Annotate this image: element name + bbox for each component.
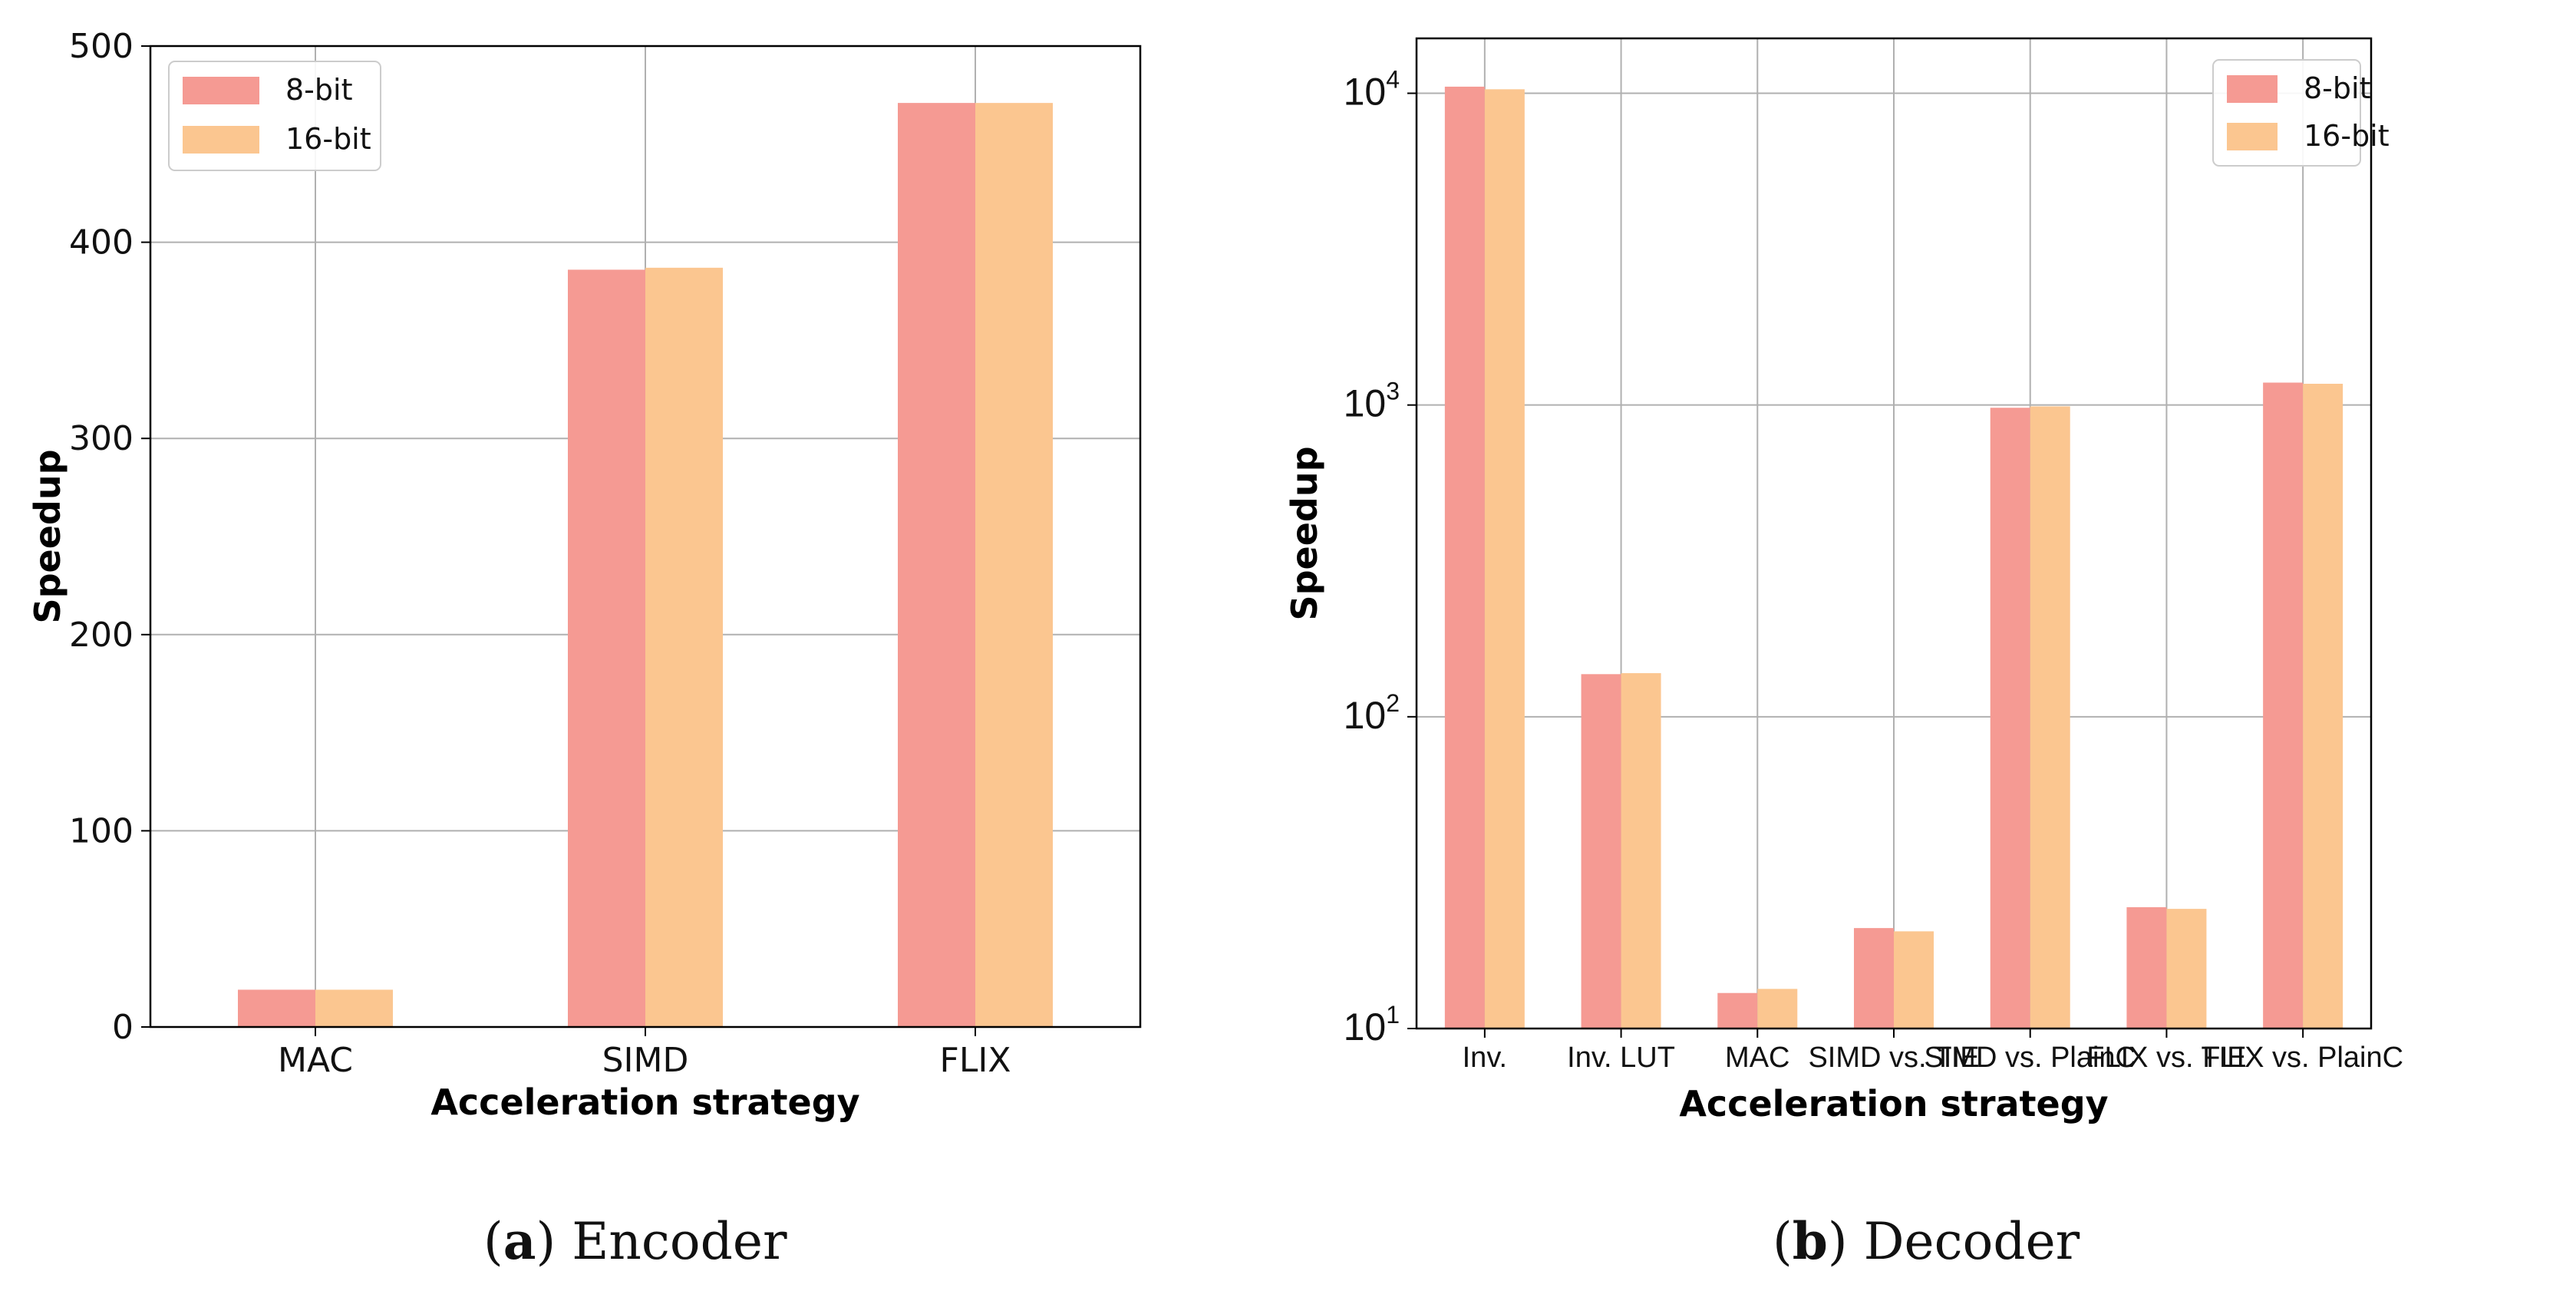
- x-tick-label: FLIX vs. TIE: [2086, 1042, 2246, 1074]
- y-tick-label: 200: [69, 616, 134, 655]
- bar-16bit-simd-vs-tie: [1894, 931, 1934, 1029]
- x-tick-label: MAC: [1725, 1042, 1789, 1074]
- legend-swatch-16bit: [183, 126, 259, 154]
- y-tick-label: 104: [1344, 66, 1400, 114]
- legend-label: 16-bit: [2304, 119, 2390, 153]
- bar-16bit-inv-: [1484, 89, 1525, 1029]
- encoder-caption: (a) Encoder: [483, 1211, 787, 1271]
- x-tick-label: Inv.: [1463, 1042, 1507, 1074]
- y-tick-label: 300: [69, 419, 134, 458]
- y-tick-label: 500: [69, 27, 134, 66]
- bar-8bit-flix-vs-tie: [2126, 906, 2167, 1029]
- bar-16bit-flix: [975, 103, 1053, 1027]
- x-tick-label: Inv. LUT: [1567, 1042, 1675, 1074]
- x-axis-title: Acceleration strategy: [430, 1081, 859, 1123]
- y-tick-label: 0: [112, 1008, 134, 1047]
- y-axis-title: Speedup: [1284, 446, 1325, 620]
- bar-16bit-simd-vs-plainc: [2030, 406, 2070, 1029]
- encoder-caption-letter: a: [503, 1211, 536, 1271]
- y-tick-base: 10: [1344, 1005, 1387, 1048]
- decoder-caption: (b) Decoder: [1773, 1211, 2080, 1271]
- y-tick-label: 400: [69, 223, 134, 263]
- y-tick-label: 102: [1344, 689, 1400, 737]
- x-axis-title: Acceleration strategy: [1679, 1083, 2108, 1124]
- y-tick-base: 10: [1344, 71, 1387, 114]
- x-tick-label: SIMD vs. TIE: [1808, 1042, 1979, 1074]
- legend-label: 8-bit: [2304, 71, 2370, 105]
- legend-label: 16-bit: [285, 122, 371, 156]
- bar-8bit-flix-vs-plainc: [2263, 382, 2304, 1029]
- legend-swatch-16bit: [2227, 123, 2278, 150]
- bar-16bit-flix-vs-tie: [2166, 909, 2207, 1029]
- bar-16bit-flix-vs-plainc: [2303, 383, 2343, 1029]
- y-tick-label: 101: [1344, 1001, 1400, 1048]
- legend-label: 8-bit: [285, 73, 352, 107]
- bar-8bit-mac: [1717, 992, 1758, 1029]
- legend-swatch-8bit: [2227, 75, 2278, 103]
- bar-8bit-inv-: [1444, 86, 1485, 1029]
- decoder-caption-letter: b: [1792, 1211, 1828, 1271]
- y-tick-exponent: 4: [1386, 66, 1400, 94]
- bar-8bit-simd-vs-tie: [1854, 928, 1894, 1029]
- encoder-chart: 0 100 200 300 400 500 MAC SIMD FLIX Acceleration …: [27, 27, 1142, 1123]
- bar-16bit-mac: [1757, 989, 1798, 1029]
- bar-16bit-simd: [645, 267, 723, 1027]
- y-tick-exponent: 3: [1386, 378, 1400, 405]
- x-tick-label: FLIX: [940, 1041, 1011, 1080]
- x-tick-label: SIMD vs. PlainC: [1924, 1042, 2136, 1074]
- y-tick-label: 103: [1344, 378, 1400, 425]
- encoder-caption-text: Encoder: [572, 1212, 787, 1271]
- bar-8bit-inv-lut: [1581, 674, 1621, 1029]
- x-tick-label: MAC: [278, 1041, 353, 1080]
- legend-swatch-8bit: [183, 77, 259, 104]
- x-tick-label: FLIX vs. PlainC: [2202, 1042, 2403, 1074]
- y-axis-title: Speedup: [27, 449, 68, 623]
- bar-8bit-simd-vs-plainc: [1990, 408, 2030, 1029]
- bar-16bit-mac: [315, 989, 393, 1027]
- y-tick-exponent: 2: [1386, 689, 1400, 717]
- y-tick-base: 10: [1344, 382, 1387, 425]
- y-tick-exponent: 1: [1386, 1001, 1400, 1029]
- bar-8bit-mac: [238, 989, 315, 1027]
- x-tick-label: SIMD: [602, 1041, 689, 1080]
- decoder-caption-text: Decoder: [1863, 1212, 2080, 1271]
- bar-16bit-inv-lut: [1621, 673, 1661, 1029]
- y-tick-label: 100: [69, 811, 134, 850]
- bar-8bit-simd: [568, 269, 645, 1027]
- bar-8bit-flix: [898, 103, 975, 1027]
- y-tick-base: 10: [1344, 694, 1387, 737]
